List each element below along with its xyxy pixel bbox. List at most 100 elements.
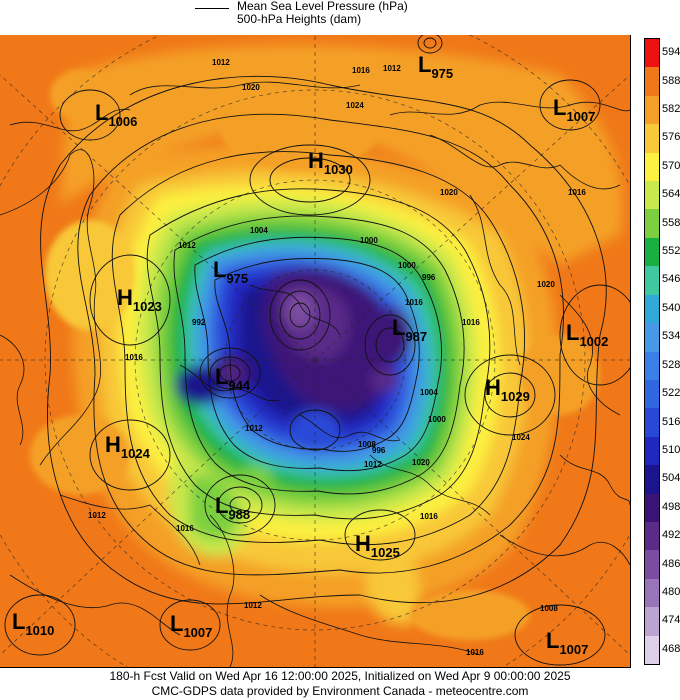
map-footer: 180-h Fcst Valid on Wed Apr 16 12:00:00 …: [0, 669, 680, 699]
isobar-value-label: 1016: [466, 648, 484, 657]
colorbar-swatch: [645, 152, 659, 182]
isobar-value-label: 1016: [352, 66, 370, 75]
high-pressure-label: H1023: [117, 285, 162, 314]
colorbar-swatch: [645, 67, 659, 97]
isobar-value-label: 1016: [176, 524, 194, 533]
isobar-value-label: 1016: [568, 188, 586, 197]
colorbar-tick-label: 582: [662, 103, 680, 116]
low-pressure-label: L1010: [12, 609, 54, 638]
isobar-value-label: 1008: [358, 440, 376, 449]
colorbar-tick-label: 486: [662, 557, 680, 570]
legend-pressure-label: Mean Sea Level Pressure (hPa): [237, 0, 408, 13]
low-pressure-label: L1006: [95, 100, 137, 129]
colorbar-tick-label: 570: [662, 159, 680, 172]
isobar-value-label: 1016: [405, 298, 423, 307]
coastlines: [0, 81, 630, 667]
colorbar-swatch: [645, 351, 659, 381]
map-legend: Mean Sea Level Pressure (hPa) 500-hPa He…: [195, 0, 495, 30]
low-pressure-label: L975: [213, 257, 248, 286]
low-pressure-label: L988: [215, 493, 250, 522]
colorbar-swatch: [645, 408, 659, 438]
low-pressure-label: L1002: [566, 320, 608, 349]
colorbar-swatch: [645, 521, 659, 551]
colorbar-tick-label: 546: [662, 273, 680, 286]
colorbar-swatch: [645, 493, 659, 523]
colorbar-tick-label: 492: [662, 529, 680, 542]
colorbar-swatch: [645, 266, 659, 296]
isobar-value-label: 1020: [412, 458, 430, 467]
colorbar-tick-label: 564: [662, 188, 680, 201]
colorbar-tick-label: 588: [662, 74, 680, 87]
colorbar-tick-label: 522: [662, 387, 680, 400]
low-pressure-label: L1007: [546, 628, 588, 657]
isobar-value-label: 1000: [360, 236, 378, 245]
colorbar-tick-label: 594: [662, 46, 680, 59]
colorbar-swatch: [645, 379, 659, 409]
colorbar-swatch: [645, 436, 659, 466]
low-pressure-label: L1007: [170, 611, 212, 640]
pressure-systems: L975 L1006 L1007 H1030 L975 H1023 L987 L1002 L94…: [12, 52, 608, 657]
isobar-value-label: 1004: [420, 388, 438, 397]
colorbar-tick-label: 510: [662, 443, 680, 456]
height-field: [0, 35, 630, 667]
isobar-value-label: 1012: [364, 460, 382, 469]
colorbar-swatch: [645, 465, 659, 495]
colorbar-swatch: [645, 237, 659, 267]
colorbar-swatch: [645, 181, 659, 210]
isobar-line-sample: [195, 8, 229, 9]
isobar-value-label: 992: [192, 318, 206, 327]
colorbar-swatch: [645, 294, 659, 324]
colorbar-tick-label: 498: [662, 500, 680, 513]
weather-map: 1012 1016 1012 1020 1024 1016 1020 1012 1020 1016…: [0, 35, 631, 668]
high-pressure-label: H1025: [355, 531, 400, 560]
isobar-value-label: 1016: [462, 318, 480, 327]
colorbar-tick-label: 474: [662, 614, 680, 627]
colorbar-tick-label: 516: [662, 415, 680, 428]
isobar-value-label: 1000: [428, 415, 446, 424]
colorbar-tick-label: 540: [662, 301, 680, 314]
low-pressure-label: L944: [215, 364, 251, 393]
colorbar-tick-label: 468: [662, 642, 680, 655]
isobar-value-label: 1024: [346, 101, 364, 110]
isobar-value-label: 1012: [178, 241, 196, 250]
legend-heights-label: 500-hPa Heights (dam): [237, 12, 362, 26]
isobar-value-label: 1020: [537, 280, 555, 289]
isobar-value-label: 1020: [440, 188, 458, 197]
isobar-value-label: 1016: [420, 512, 438, 521]
isobar-value-label: 1004: [250, 226, 268, 235]
colorbar-tick-label: 558: [662, 216, 680, 229]
colorbar-swatch: [645, 95, 659, 125]
colorbar-swatch: [645, 578, 659, 608]
isobar-value-label: 996: [372, 446, 386, 455]
colorbar-swatch: [645, 635, 659, 665]
colorbar-swatch: [645, 124, 659, 154]
colorbar-swatch: [645, 39, 659, 68]
high-pressure-label: H1024: [105, 432, 151, 461]
high-pressure-label: H1030: [308, 148, 353, 177]
colorbar-tick-label: 534: [662, 330, 680, 343]
isobar-value-label: 1012: [245, 424, 263, 433]
low-pressure-label: L987: [392, 315, 427, 344]
colorbar-swatch: [645, 550, 659, 580]
isobar-value-label: 1016: [125, 353, 143, 362]
colorbar-tick-label: 528: [662, 358, 680, 371]
colorbar-swatch: [645, 323, 659, 352]
high-pressure-label: H1029: [485, 375, 530, 404]
colorbar-tick-label: 480: [662, 585, 680, 598]
forecast-valid-text: 180-h Fcst Valid on Wed Apr 16 12:00:00 …: [109, 669, 571, 683]
colorbar-tick-label: 504: [662, 472, 680, 485]
low-pressure-label: L975: [418, 52, 453, 81]
colorbar-tick-label: 552: [662, 245, 680, 258]
isobar-value-label: 996: [422, 273, 436, 282]
isobar-value-label: 1024: [512, 433, 530, 442]
isobar-value-label: 1012: [244, 601, 262, 610]
height-colorbar: [644, 38, 660, 665]
colorbar-swatch: [645, 209, 659, 239]
data-credit-text: CMC-GDPS data provided by Environment Ca…: [151, 684, 529, 698]
isobar-value-label: 1012: [383, 64, 401, 73]
isobar-value-label: 1012: [212, 58, 230, 67]
isobar-value-label: 1000: [398, 261, 416, 270]
colorbar-tick-label: 576: [662, 131, 680, 144]
isobars: [4, 35, 630, 666]
low-pressure-label: L1007: [553, 95, 595, 124]
